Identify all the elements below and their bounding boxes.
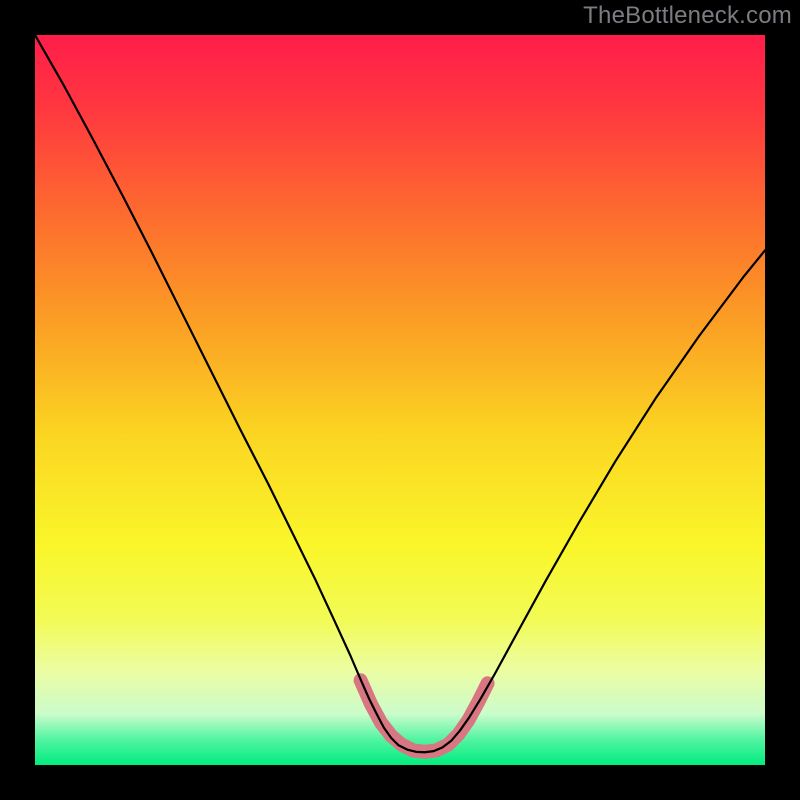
chart-container: TheBottleneck.com xyxy=(0,0,800,800)
plot-area xyxy=(35,35,765,765)
watermark-label: TheBottleneck.com xyxy=(583,2,792,30)
